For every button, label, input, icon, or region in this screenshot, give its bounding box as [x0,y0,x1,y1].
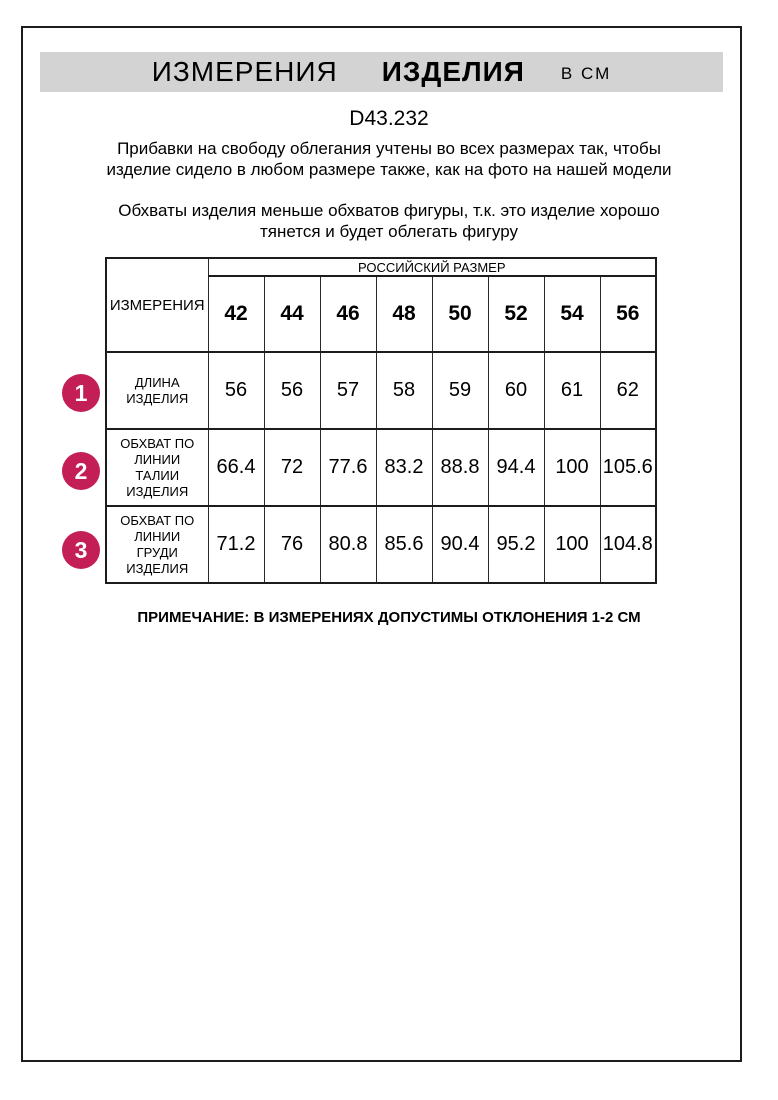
table-cell: 66.4 [207,428,265,507]
table-cell: 85.6 [375,505,433,584]
table-cell: 95.2 [487,505,545,584]
table-cell: 71.2 [207,505,265,584]
table-cell: 57 [319,351,377,430]
table-cell: 60 [487,351,545,430]
russian-size-group-header: РОССИЙСКИЙ РАЗМЕР [207,257,657,277]
table-cell: 90.4 [431,505,489,584]
table-cell: 76 [263,505,321,584]
table-cell: 100 [543,505,601,584]
tolerance-note: ПРИМЕЧАНИЕ: В ИЗМЕРЕНИЯХ ДОПУСТИМЫ ОТКЛО… [137,609,641,626]
measurements-column-header: ИЗМЕРЕНИЯ [105,257,209,353]
fit-allowance-paragraph: Прибавки на свободу облегания учтены во … [106,139,672,179]
table-cell: 80.8 [319,505,377,584]
table-cell: 59 [431,351,489,430]
table-sizes-row: 42 44 46 48 50 52 54 56 [106,275,657,353]
size-col-header: 54 [543,275,601,353]
table-row-chest: ОБХВАТ ПО ЛИНИИ ГРУДИ ИЗДЕЛИЯ 71.2 76 80… [105,505,657,584]
stretch-note-paragraph: Обхваты изделия меньше обхватов фигуры, … [118,201,660,241]
page-border [21,26,742,1062]
size-col-header: 44 [263,275,321,353]
table-cell: 56 [207,351,265,430]
table-cell: 72 [263,428,321,507]
title-unit: В СМ [560,64,612,83]
title-bar: ИЗМЕРЕНИЯ ИЗДЕЛИЯ В СМ [40,52,723,92]
title-measurements: ИЗМЕРЕНИЯ [151,56,338,87]
title-product: ИЗДЕЛИЯ [381,56,525,87]
table-cell: 83.2 [375,428,433,507]
table-row-waist: ОБХВАТ ПО ЛИНИИ ТАЛИИ ИЗДЕЛИЯ 66.4 72 77… [105,428,657,507]
size-col-header: 48 [375,275,433,353]
table-cell: 62 [599,351,657,430]
size-col-header: 50 [431,275,489,353]
size-table: ИЗМЕРЕНИЯ РОССИЙСКИЙ РАЗМЕР 42 44 46 48 … [105,257,657,584]
table-cell: 56 [263,351,321,430]
table-cell: 61 [543,351,601,430]
row-label: ОБХВАТ ПО ЛИНИИ ТАЛИИ ИЗДЕЛИЯ [105,428,209,507]
table-cell: 105.6 [599,428,657,507]
table-cell: 100 [543,428,601,507]
size-col-header: 46 [319,275,377,353]
product-code: D43.232 [349,107,429,130]
table-cell: 58 [375,351,433,430]
row-label: ОБХВАТ ПО ЛИНИИ ГРУДИ ИЗДЕЛИЯ [105,505,209,584]
table-cell: 88.8 [431,428,489,507]
row-marker-1: 1 [62,374,100,412]
row-marker-3: 3 [62,531,100,569]
row-marker-2: 2 [62,452,100,490]
size-col-header: 42 [207,275,265,353]
table-cell: 94.4 [487,428,545,507]
table-group-header-row: ИЗМЕРЕНИЯ РОССИЙСКИЙ РАЗМЕР [105,257,657,353]
table-cell: 77.6 [319,428,377,507]
size-col-header: 52 [487,275,545,353]
row-label: ДЛИНА ИЗДЕЛИЯ [105,351,209,430]
table-cell: 104.8 [599,505,657,584]
table-row-length: ДЛИНА ИЗДЕЛИЯ 56 56 57 58 59 60 61 62 [105,351,657,430]
size-col-header: 56 [599,275,657,353]
